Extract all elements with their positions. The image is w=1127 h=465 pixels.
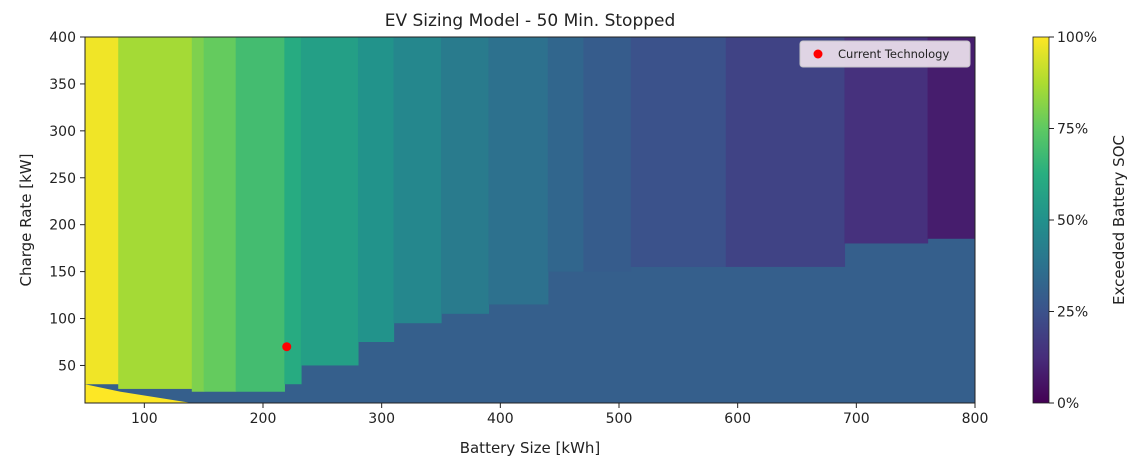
- contour-band-15: [725, 37, 846, 267]
- legend-box: [799, 40, 971, 68]
- y-tick-label: 150: [49, 265, 76, 281]
- colorbar: 0% 25% 50% 75% 100% Exceeded Battery SOC: [1032, 30, 1127, 412]
- contour-band-16: [844, 37, 929, 244]
- y-tick-label: 50: [58, 358, 76, 374]
- legend-label: Current Technology: [838, 47, 949, 61]
- y-tick-label: 300: [49, 124, 76, 140]
- x-axis-label: Battery Size [kWh]: [460, 439, 601, 457]
- y-tick-label: 250: [49, 171, 76, 187]
- legend-marker: [813, 49, 823, 59]
- colorbar-tick-label: 100%: [1057, 30, 1097, 46]
- contour-band-12: [547, 37, 584, 272]
- colorbar-gradient: [1032, 36, 1050, 404]
- contour-band-2: [118, 37, 193, 389]
- x-tick-label: 200: [250, 411, 277, 427]
- x-tick-label: 600: [724, 411, 751, 427]
- contour-band-11: [488, 37, 549, 305]
- contour-band-5: [235, 37, 285, 392]
- y-tick-label: 200: [49, 218, 76, 234]
- y-tick-label: 350: [49, 77, 76, 93]
- contour-band-9: [393, 37, 442, 324]
- chart-title: EV Sizing Model - 50 Min. Stopped: [385, 11, 676, 31]
- colorbar-tick-label: 25%: [1057, 305, 1088, 321]
- x-tick-label: 500: [606, 411, 633, 427]
- contour-band-10: [441, 37, 490, 314]
- x-tick-label: 700: [843, 411, 870, 427]
- y-axis-label: Charge Rate [kW]: [17, 154, 35, 287]
- x-tick-label: 300: [368, 411, 395, 427]
- colorbar-label: Exceeded Battery SOC: [1110, 135, 1127, 305]
- current-technology-point: [282, 342, 292, 352]
- x-tick-label: 400: [487, 411, 514, 427]
- contour-corner-region: [85, 384, 192, 403]
- contour-band-4: [203, 37, 237, 392]
- y-tick-label: 100: [49, 312, 76, 328]
- colorbar-tick-label: 50%: [1057, 213, 1088, 229]
- legend: Current Technology: [799, 40, 971, 68]
- colorbar-tick-label: 75%: [1057, 122, 1088, 138]
- y-axis: 50 100 150 200 250 300 350 400: [49, 30, 85, 374]
- contour-band-6: [284, 37, 302, 385]
- x-tick-label: 800: [962, 411, 989, 427]
- contour-band-7: [300, 37, 359, 366]
- plot-area: [84, 36, 976, 404]
- y-tick-label: 400: [49, 30, 76, 46]
- contour-band-14: [630, 37, 727, 267]
- contour-band-17: [927, 37, 975, 239]
- colorbar-tick-label: 0%: [1057, 396, 1079, 412]
- contour-band-13: [583, 37, 632, 272]
- x-axis: 100 200 300 400 500 600 700 800: [131, 403, 988, 427]
- contour-band-1: [85, 37, 119, 385]
- colorbar-ticks: 0% 25% 50% 75% 100%: [1049, 30, 1097, 412]
- contour-fill: [85, 37, 975, 403]
- plot-frame: [84, 36, 976, 404]
- contour-band-8: [357, 37, 395, 342]
- contour-band-3: [191, 37, 205, 392]
- x-tick-label: 100: [131, 411, 158, 427]
